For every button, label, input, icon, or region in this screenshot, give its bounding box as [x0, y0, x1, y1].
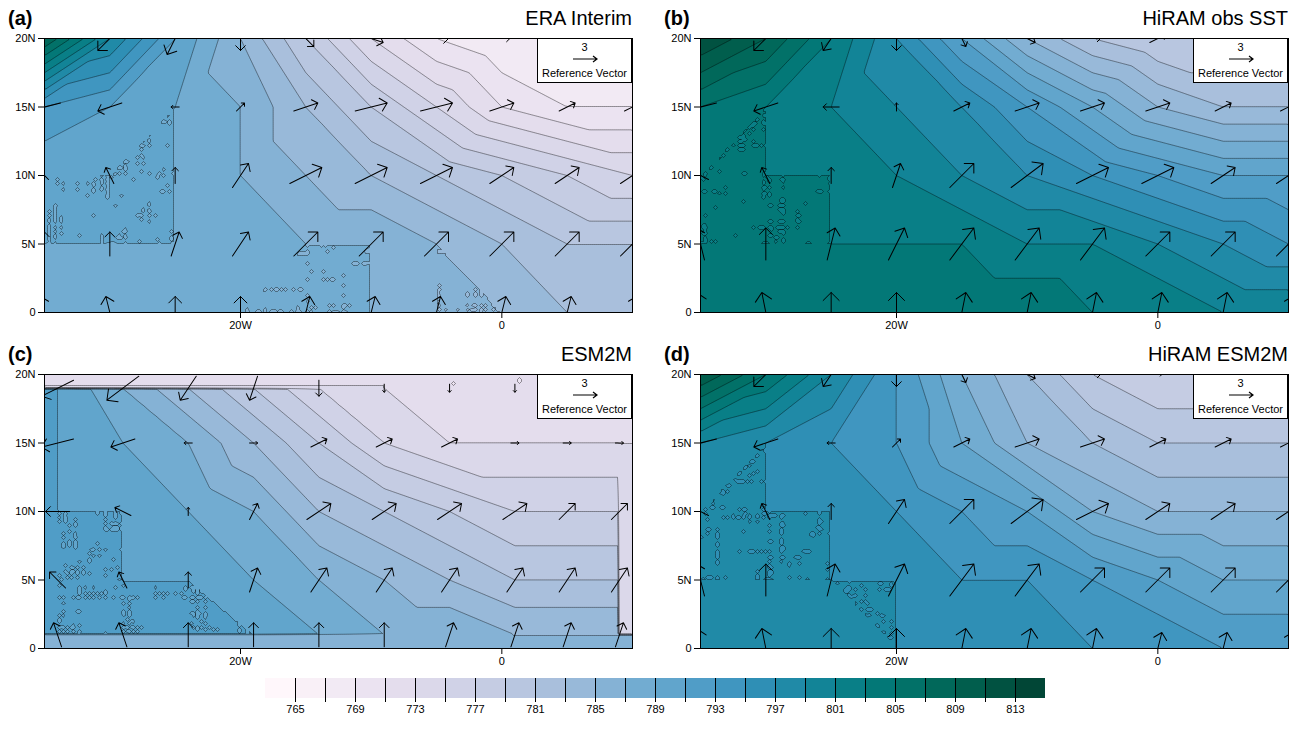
svg-text:769: 769: [346, 703, 364, 715]
html-text:(b): (b): [664, 7, 690, 29]
html-text:Reference Vector: Reference Vector: [542, 67, 627, 79]
html-text:HiRAM ESM2M: HiRAM ESM2M: [1148, 343, 1288, 365]
html-text:Reference Vector: Reference Vector: [1198, 403, 1283, 415]
svg-text:805: 805: [886, 703, 904, 715]
svg-text:773: 773: [406, 703, 424, 715]
html-text:Reference Vector: Reference Vector: [1198, 67, 1283, 79]
svg-text:10N: 10N: [15, 169, 35, 181]
svg-text:813: 813: [1006, 703, 1024, 715]
svg-text:15N: 15N: [15, 437, 35, 449]
svg-text:777: 777: [466, 703, 484, 715]
svg-text:0: 0: [499, 655, 505, 667]
html-text:(d): (d): [664, 343, 690, 365]
svg-text:5N: 5N: [677, 238, 691, 250]
svg-text:0: 0: [29, 306, 35, 318]
svg-text:20W: 20W: [885, 655, 908, 667]
svg-text:15N: 15N: [15, 101, 35, 113]
svg-text:20N: 20N: [15, 368, 35, 380]
svg-text:809: 809: [946, 703, 964, 715]
html-text:3: 3: [1237, 41, 1244, 53]
svg-text:5N: 5N: [677, 574, 691, 586]
svg-text:10N: 10N: [671, 505, 691, 517]
html-text:(c): (c): [8, 343, 33, 365]
svg-text:0: 0: [685, 642, 691, 654]
html-text:ERA Interim: ERA Interim: [525, 7, 632, 29]
svg-text:785: 785: [586, 703, 604, 715]
html-text:HiRAM obs SST: HiRAM obs SST: [1142, 7, 1288, 29]
html-text:Reference Vector: Reference Vector: [542, 403, 627, 415]
svg-text:5N: 5N: [21, 238, 35, 250]
svg-text:797: 797: [766, 703, 784, 715]
html-text:3: 3: [581, 41, 588, 53]
svg-text:10N: 10N: [15, 505, 35, 517]
svg-text:789: 789: [646, 703, 664, 715]
svg-text:15N: 15N: [671, 101, 691, 113]
svg-text:20W: 20W: [885, 319, 908, 331]
svg-text:781: 781: [526, 703, 544, 715]
html-text:ESM2M: ESM2M: [560, 343, 632, 365]
html-text:3: 3: [1237, 377, 1244, 389]
svg-text:0: 0: [1155, 319, 1161, 331]
svg-text:10N: 10N: [671, 169, 691, 181]
svg-text:765: 765: [286, 703, 304, 715]
svg-text:20W: 20W: [229, 319, 252, 331]
html-text:(a): (a): [8, 7, 33, 29]
svg-text:0: 0: [1155, 655, 1161, 667]
svg-text:0: 0: [499, 319, 505, 331]
html-text:3: 3: [581, 377, 588, 389]
svg-text:20N: 20N: [671, 368, 691, 380]
svg-text:0: 0: [685, 306, 691, 318]
svg-text:20N: 20N: [671, 32, 691, 44]
svg-text:20W: 20W: [229, 655, 252, 667]
svg-text:0: 0: [29, 642, 35, 654]
svg-text:5N: 5N: [21, 574, 35, 586]
svg-text:20N: 20N: [15, 32, 35, 44]
svg-text:793: 793: [706, 703, 724, 715]
svg-text:15N: 15N: [671, 437, 691, 449]
svg-text:801: 801: [826, 703, 844, 715]
